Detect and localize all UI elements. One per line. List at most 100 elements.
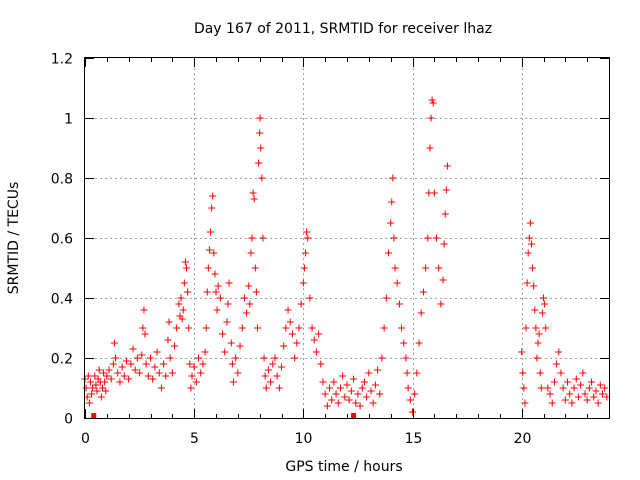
data-point xyxy=(308,324,316,332)
data-point xyxy=(278,363,285,371)
data-point xyxy=(596,381,604,389)
data-point xyxy=(127,360,135,368)
data-point xyxy=(205,246,213,254)
data-point xyxy=(260,354,268,362)
data-point xyxy=(413,369,421,377)
data-point xyxy=(210,249,218,257)
data-point xyxy=(84,372,92,380)
data-point xyxy=(291,354,299,362)
data-point xyxy=(572,375,580,383)
data-point xyxy=(88,390,96,398)
y-tick-label: 1.2 xyxy=(51,52,73,68)
data-point xyxy=(227,339,235,347)
data-point xyxy=(435,264,443,272)
data-point xyxy=(559,384,567,392)
data-point xyxy=(208,204,216,212)
data-point xyxy=(535,330,543,338)
data-point xyxy=(426,144,434,152)
data-point xyxy=(538,309,546,317)
data-point xyxy=(246,300,254,308)
data-point xyxy=(358,384,366,392)
data-point xyxy=(256,129,264,137)
data-point xyxy=(393,279,401,287)
data-point xyxy=(251,264,259,272)
data-point xyxy=(532,324,540,332)
data-point xyxy=(166,354,174,362)
data-point xyxy=(101,378,109,386)
data-point xyxy=(103,372,111,380)
data-point xyxy=(433,234,441,242)
data-point xyxy=(107,375,115,383)
data-point xyxy=(165,318,173,326)
data-point xyxy=(180,279,188,287)
data-point xyxy=(255,159,263,167)
data-point xyxy=(110,339,118,347)
data-point xyxy=(211,270,219,278)
data-point xyxy=(109,360,117,368)
data-point xyxy=(424,234,432,242)
data-point xyxy=(415,339,423,347)
data-point xyxy=(601,384,609,392)
data-point xyxy=(120,372,128,380)
data-point xyxy=(262,384,270,392)
data-point xyxy=(524,249,532,257)
data-point xyxy=(275,384,283,392)
data-point xyxy=(293,339,301,347)
data-point xyxy=(343,381,351,389)
data-point xyxy=(371,381,379,389)
data-point xyxy=(168,369,176,377)
data-point xyxy=(221,348,229,356)
data-point xyxy=(553,360,561,368)
data-point xyxy=(95,366,103,374)
data-point xyxy=(598,390,606,398)
data-point xyxy=(588,378,596,386)
data-point xyxy=(555,348,563,356)
data-point xyxy=(548,399,556,407)
data-point xyxy=(398,324,406,332)
chart-title: Day 167 of 2011, SRMTID for receiver lha… xyxy=(194,21,492,37)
data-point xyxy=(521,399,529,407)
data-point xyxy=(581,390,589,398)
data-point xyxy=(443,162,451,170)
data-point xyxy=(171,342,179,350)
data-point xyxy=(429,99,437,107)
data-point xyxy=(284,306,292,314)
data-point xyxy=(360,378,368,386)
data-point xyxy=(363,393,371,401)
data-point xyxy=(390,234,398,242)
data-point xyxy=(219,330,227,338)
data-point xyxy=(92,381,100,389)
data-point xyxy=(541,300,549,308)
data-point xyxy=(585,384,593,392)
data-point xyxy=(419,288,427,296)
data-point xyxy=(122,357,130,365)
data-point xyxy=(533,354,541,362)
x-tick-label: 10 xyxy=(295,431,313,447)
data-point xyxy=(114,369,122,377)
data-point xyxy=(328,396,336,404)
data-point xyxy=(125,375,133,383)
data-point xyxy=(522,324,530,332)
data-point xyxy=(542,324,550,332)
data-point xyxy=(310,336,318,344)
data-point xyxy=(141,330,149,338)
data-point xyxy=(197,369,205,377)
data-point xyxy=(326,384,334,392)
data-point xyxy=(216,294,224,302)
data-point xyxy=(347,387,355,395)
data-point xyxy=(557,369,565,377)
data-point xyxy=(142,360,150,368)
data-point xyxy=(518,348,526,356)
data-point xyxy=(411,390,419,398)
data-point xyxy=(214,282,222,290)
data-point xyxy=(577,381,585,389)
data-point xyxy=(302,249,310,257)
data-point xyxy=(213,306,221,314)
data-point xyxy=(89,384,97,392)
data-point xyxy=(440,240,448,248)
data-point xyxy=(212,288,220,296)
data-point xyxy=(192,378,200,386)
data-point xyxy=(374,366,382,374)
data-point xyxy=(264,366,272,374)
data-point xyxy=(339,372,347,380)
